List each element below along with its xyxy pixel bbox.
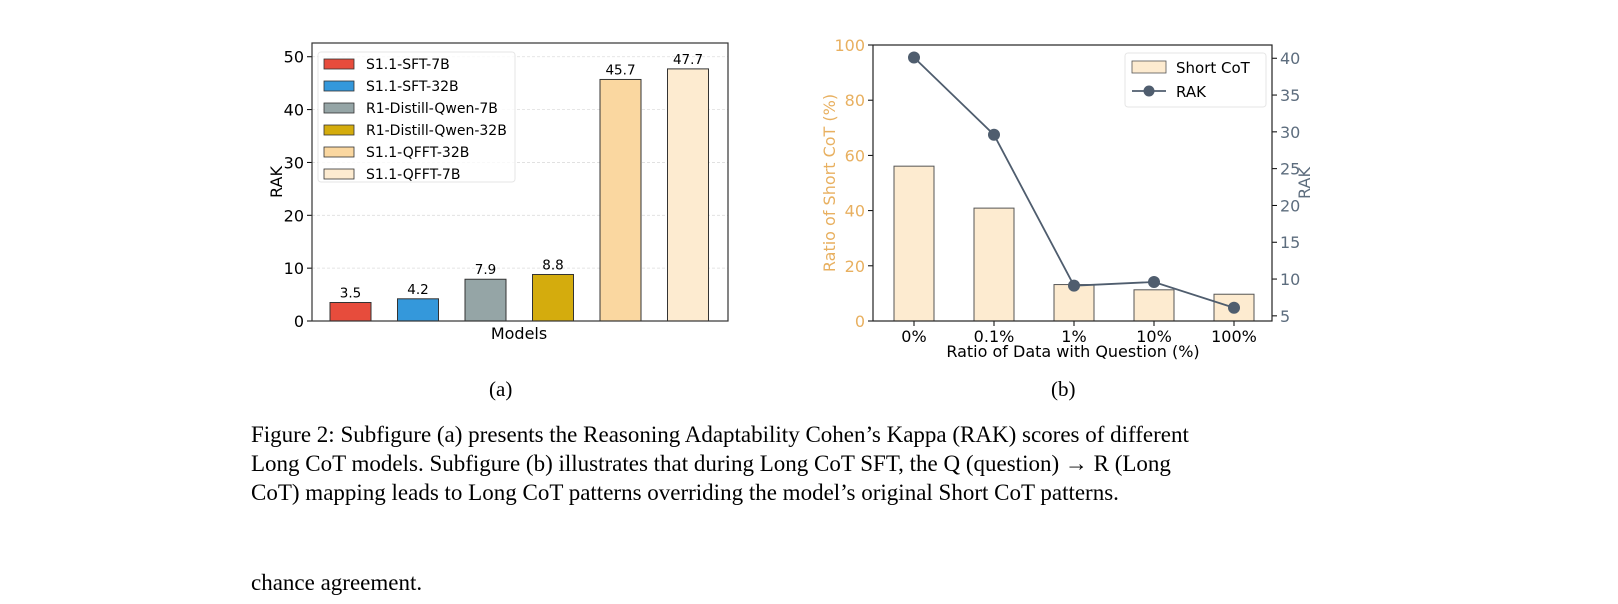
rak-point [1148, 275, 1160, 288]
legend-swatch [323, 168, 355, 180]
right-y-tick-label: 35 [1280, 86, 1300, 105]
right-y-tick-label: 5 [1280, 307, 1290, 326]
x-tick-label: 0.1% [974, 327, 1015, 346]
legend-label: R1-Distill-Qwen-7B [366, 101, 498, 117]
rak-point [988, 128, 1000, 141]
short-cot-bar [973, 207, 1015, 322]
legend-label: S1.1-SFT-7B [366, 57, 450, 73]
legend-label: S1.1-QFFT-32B [366, 145, 469, 161]
legend-label: S1.1-QFFT-7B [366, 167, 460, 183]
legend-swatch [323, 80, 355, 92]
short-cot-bar [893, 165, 935, 322]
legend-marker-rak [1143, 85, 1155, 97]
legend-box [317, 51, 516, 183]
right-y-tick-label: 20 [1280, 196, 1300, 215]
legend-swatch [323, 124, 355, 136]
bar-r1-distill-qwen-32b [532, 273, 574, 322]
x-tick-label: 1% [1061, 327, 1086, 346]
x-tick-label: 0% [901, 327, 926, 346]
y-tick-label: 30 [284, 153, 304, 172]
legend-label: S1.1-SFT-32B [366, 79, 459, 95]
data-label: 7.9 [475, 262, 496, 278]
left-y-tick-label: 100 [834, 36, 865, 55]
figure-caption: Figure 2: Subfigure (a) presents the Rea… [251, 420, 1331, 507]
subfigure-a-label: (a) [489, 377, 513, 401]
data-label: 47.7 [673, 52, 703, 68]
x-tick-label: 100% [1211, 327, 1257, 346]
body-text-fragment: chance agreement. [251, 570, 423, 595]
rak-point [908, 51, 920, 64]
left-y-tick-label: 40 [845, 202, 865, 221]
left-y-tick-label: 60 [845, 146, 865, 165]
x-tick-label: 10% [1136, 327, 1172, 346]
y-tick-label: 10 [284, 259, 304, 278]
right-y-tick-label: 15 [1280, 233, 1300, 252]
left-y-tick-label: 80 [845, 91, 865, 110]
bar-s1.1-qfft-7b [667, 68, 709, 322]
rak-point [1228, 301, 1240, 314]
y-axis-label: RAK [267, 166, 286, 198]
bar-s1.1-sft-7b [329, 302, 372, 322]
rak-point [1068, 279, 1080, 292]
x-axis-label: Models [491, 324, 547, 343]
data-label: 4.2 [407, 282, 428, 298]
legend-label: Short CoT [1176, 59, 1251, 77]
left-y-tick-label: 0 [855, 312, 865, 331]
caption-line: CoT) mapping leads to Long CoT patterns … [251, 480, 1119, 505]
plot-frame [311, 42, 729, 322]
plot-frame [872, 44, 1273, 322]
legend-swatch-short-cot [1131, 60, 1167, 74]
left-y-tick-label: 20 [845, 257, 865, 276]
right-y-tick-label: 10 [1280, 270, 1300, 289]
right-y-tick-label: 25 [1280, 160, 1300, 179]
right-y-axis-label: RAK [1295, 167, 1314, 199]
legend-swatch [323, 58, 355, 70]
legend-label: RAK [1176, 83, 1207, 101]
y-tick-label: 40 [284, 101, 304, 120]
short-cot-bar [1133, 289, 1175, 322]
right-y-tick-label: 40 [1280, 49, 1300, 68]
left-y-axis-label: Ratio of Short CoT (%) [820, 94, 839, 272]
caption-line: Long CoT models. Subfigure (b) illustrat… [251, 451, 1171, 476]
bar-s1.1-sft-32b [397, 298, 439, 322]
bar-r1-distill-qwen-7b [464, 278, 507, 322]
data-label: 8.8 [542, 257, 563, 273]
y-tick-label: 0 [294, 312, 304, 331]
x-axis-label: Ratio of Data with Question (%) [946, 342, 1199, 361]
data-label: 3.5 [340, 286, 361, 302]
right-y-tick-label: 30 [1280, 123, 1300, 142]
caption-line: Figure 2: Subfigure (a) presents the Rea… [251, 422, 1189, 447]
y-tick-label: 50 [284, 48, 304, 67]
subfigure-b-label: (b) [1051, 377, 1076, 401]
legend-label: R1-Distill-Qwen-32B [366, 123, 507, 139]
legend-swatch [323, 146, 355, 158]
data-label: 45.7 [605, 62, 635, 78]
legend-swatch [323, 102, 355, 114]
y-tick-label: 20 [284, 206, 304, 225]
bar-s1.1-qfft-32b [599, 78, 642, 322]
